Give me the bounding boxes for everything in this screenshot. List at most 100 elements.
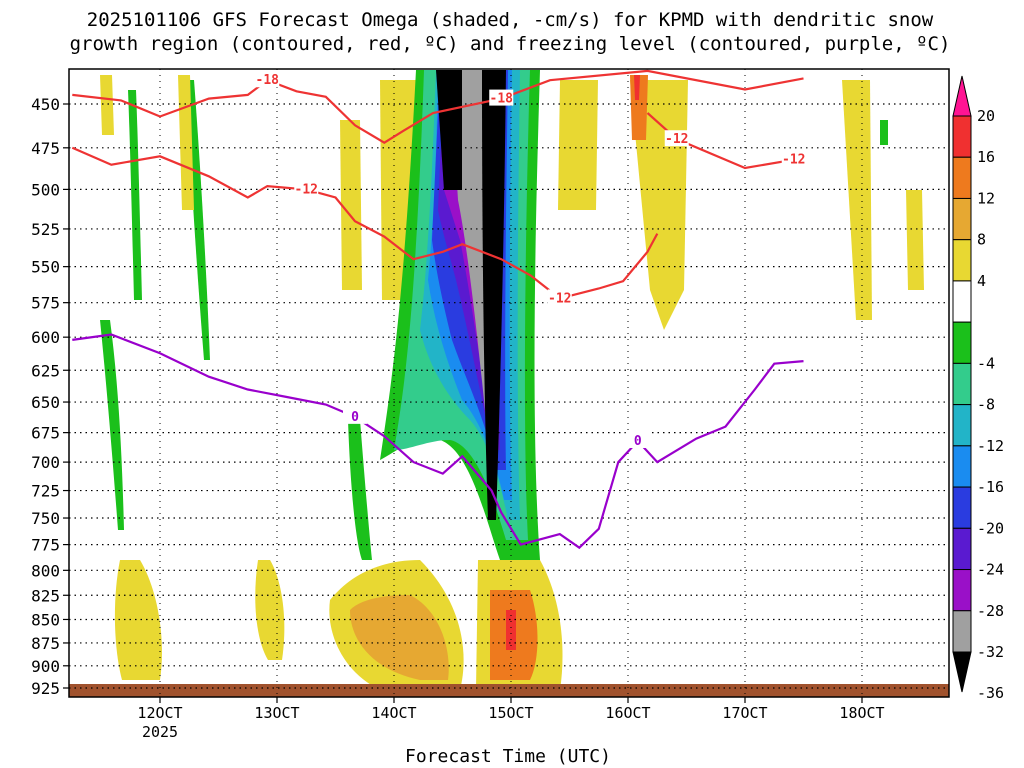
contour-label: -12 [665, 132, 688, 147]
colorbar-label: -8 [977, 396, 995, 414]
contour-label: -18 [490, 92, 514, 107]
y-tick-label: 525 [31, 220, 60, 239]
y-tick-label: 825 [31, 586, 60, 605]
y-tick-label: 625 [31, 361, 60, 380]
y-tick-label: 500 [31, 180, 60, 199]
colorbar-swatch [952, 115, 972, 158]
colorbar-label: 12 [977, 189, 995, 207]
contour-label-bg [547, 289, 572, 306]
y-tick-label: 475 [31, 139, 60, 158]
colorbar-bottom-triangle [952, 651, 972, 693]
y-tick-label: 800 [31, 561, 60, 580]
chart-title-line-1: 2025101106 GFS Forecast Omega (shaded, -… [87, 9, 934, 31]
x-axis-label: Forecast Time (UTC) [405, 746, 611, 767]
contour-label-bg [781, 150, 806, 167]
colorbar-label: -12 [977, 437, 1004, 455]
contour-label-bg [625, 431, 650, 448]
omega-region-green-left [100, 320, 124, 530]
chart-title-line-2: growth region (contoured, red, ºC) and f… [70, 33, 951, 55]
colorbar-label: 16 [977, 148, 995, 166]
y-tick-label: 875 [31, 634, 60, 653]
contour-label-bg [489, 89, 514, 106]
y-tick-label: 600 [31, 328, 60, 347]
x-tick-label: 16OCT [605, 704, 650, 722]
omega-region-yellow-lower-1 [114, 560, 162, 680]
colorbar-swatch [952, 610, 972, 653]
colorbar-swatch [952, 156, 972, 199]
colorbar-label: 20 [977, 107, 995, 125]
omega-core-black-upper [436, 70, 462, 190]
colorbar-swatch [952, 527, 972, 571]
colorbar-label: -16 [977, 478, 1004, 496]
omega-region-yellow-upper-3 [340, 120, 362, 290]
x-tick-sublabel: 2025 [142, 723, 178, 741]
y-tick-label: 775 [31, 536, 60, 555]
contour-lines: -18 -18 -12 -12 -12 -12 0 0 [71, 69, 806, 550]
omega-region-green-right [880, 120, 888, 145]
omega-region-yellow-upper-1 [100, 75, 114, 135]
colorbar-swatch [952, 486, 972, 529]
contour-label-bg [343, 407, 367, 424]
y-tick-label: 650 [31, 393, 60, 412]
omega-region-orange-upper [630, 75, 648, 140]
y-tick-label: 725 [31, 482, 60, 501]
y-tick-label: 550 [31, 258, 60, 277]
contour-line [72, 333, 804, 550]
omega-region-yellow-upper-7 [842, 80, 872, 320]
ground-band [69, 684, 949, 697]
omega-region-orange-lower-1 [350, 595, 449, 680]
omega-region-yellow-upper-5 [558, 80, 598, 210]
y-tick-label: 925 [31, 679, 60, 698]
colorbar-label: -4 [977, 354, 995, 372]
contour-label: -12 [548, 291, 571, 306]
omega-region-red-lower [506, 610, 516, 650]
x-tick-label: 13OCT [254, 704, 299, 722]
colorbar: 20 16 12 8 4 -4 -8 -12 -16 -20 -24 -28 -32 -36 [952, 75, 1004, 702]
x-tick-label: 18OCT [839, 704, 884, 722]
colorbar-label: 8 [977, 231, 986, 249]
contour-label: 0 [351, 410, 359, 425]
colorbar-swatch [952, 197, 972, 241]
y-tick-label: 850 [31, 610, 60, 629]
colorbar-label: 4 [977, 272, 986, 290]
colorbar-swatch [952, 239, 972, 282]
contour-label: -12 [782, 153, 805, 168]
colorbar-label: -20 [977, 519, 1004, 537]
contour-label-bg [294, 180, 319, 197]
colorbar-label: -32 [977, 643, 1004, 661]
contour-label: -12 [295, 182, 318, 197]
colorbar-swatch [952, 280, 972, 323]
omega-region-green-left-2 [128, 90, 142, 300]
contour-line [72, 69, 804, 144]
y-tick-label: 575 [31, 294, 60, 313]
y-tick-label: 700 [31, 453, 60, 472]
contour-line [71, 146, 659, 300]
colorbar-swatch [952, 569, 972, 612]
plot-frame [68, 68, 950, 698]
colorbar-swatch [952, 445, 972, 488]
omega-region-red-upper [634, 75, 640, 100]
colorbar-label: -24 [977, 561, 1004, 579]
y-tick-label: 750 [31, 509, 60, 528]
colorbar-label: -36 [977, 684, 1004, 702]
colorbar-swatch [952, 362, 972, 406]
colorbar-label: -28 [977, 602, 1004, 620]
x-tick-label: 12OCT [137, 704, 182, 722]
y-tick-label: 675 [31, 424, 60, 443]
contour-label: 0 [634, 434, 642, 449]
contour-label: -18 [256, 73, 280, 88]
y-axis: 450 475 500 525 550 575 600 625 650 675 700 725 750 7… [31, 95, 69, 698]
x-tick-label: 17OCT [722, 704, 767, 722]
colorbar-swatch [952, 404, 972, 447]
gridlines [69, 69, 949, 697]
colorbar-top-triangle [952, 75, 972, 117]
contour-label-bg [255, 71, 280, 88]
omega-shading [69, 70, 949, 697]
colorbar-swatch [952, 321, 972, 364]
y-tick-label: 450 [31, 95, 60, 114]
x-tick-label: 15OCT [488, 704, 533, 722]
omega-core-black-main [482, 70, 506, 520]
x-tick-label: 14OCT [371, 704, 416, 722]
omega-region-yellow-upper-8 [906, 190, 924, 290]
